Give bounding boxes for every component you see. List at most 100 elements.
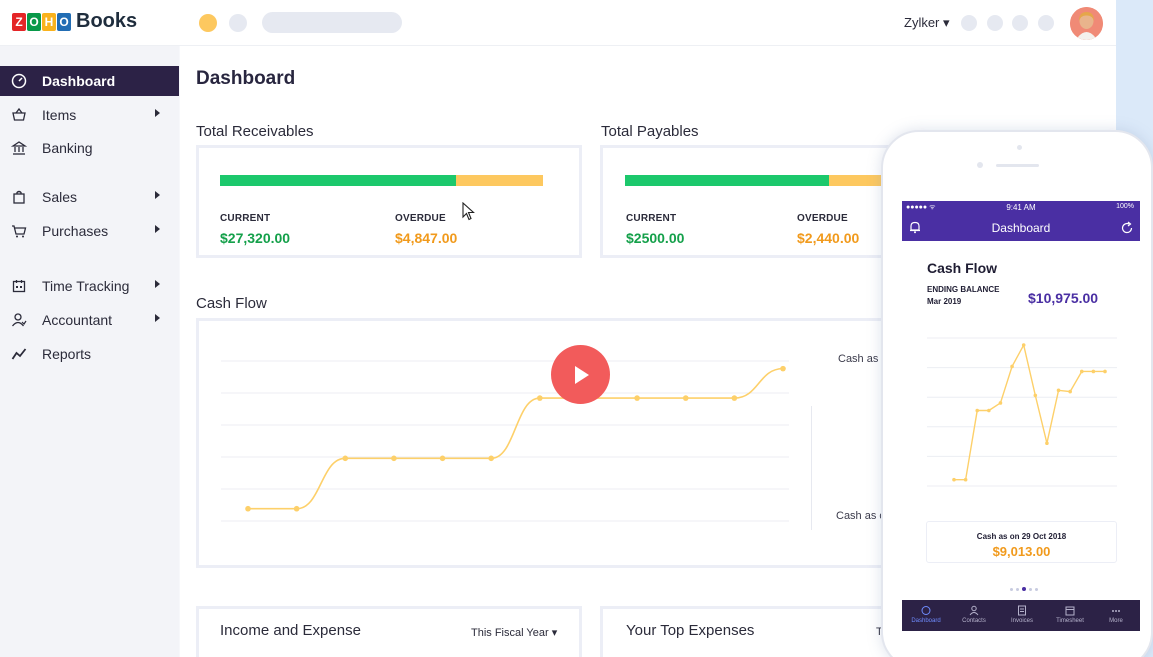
data-point[interactable]: [439, 455, 446, 462]
cash-as-on-amount: $9,013.00: [992, 544, 1051, 559]
income-expense-title: Income and Expense: [220, 622, 361, 639]
data-point[interactable]: [975, 408, 980, 413]
phone-screen: ●●●●● ᯤ 9:41 AM 100% Dashboard Cash Flow…: [902, 201, 1140, 631]
carousel-dot[interactable]: [1010, 588, 1013, 591]
play-video-button[interactable]: [551, 345, 610, 404]
organization-switcher[interactable]: Zylker ▾: [904, 15, 950, 30]
chevron-right-icon: [155, 225, 160, 233]
data-point[interactable]: [1010, 364, 1014, 369]
chevron-right-icon: [155, 191, 160, 199]
data-point[interactable]: [1045, 441, 1049, 446]
data-point[interactable]: [634, 395, 640, 401]
phone-header-title: Dashboard: [991, 221, 1051, 235]
sidebar-item-banking[interactable]: Banking: [0, 133, 179, 163]
sidebar-item-dashboard[interactable]: Dashboard: [0, 66, 179, 96]
payables-overdue-bar: [829, 175, 929, 186]
receivables-current-bar: [220, 175, 456, 186]
placeholder-dot-icon[interactable]: [961, 15, 977, 31]
data-point[interactable]: [963, 477, 968, 482]
data-point[interactable]: [488, 455, 494, 462]
search-bar[interactable]: [262, 12, 402, 33]
phone-tab-invoices[interactable]: Invoices: [998, 600, 1046, 631]
cart-icon: [11, 223, 27, 239]
phone-tab-dashboard[interactable]: Dashboard: [902, 600, 950, 631]
placeholder-dot-icon[interactable]: [1038, 15, 1054, 31]
bell-icon[interactable]: [908, 220, 922, 234]
payables-card[interactable]: CURRENT $2500.00 OVERDUE $2,440.00: [600, 145, 929, 258]
sidebar-item-label: Time Tracking: [42, 278, 130, 294]
phone-header: ●●●●● ᯤ 9:41 AM 100% Dashboard: [902, 201, 1140, 241]
shopping-bag-icon: [11, 189, 27, 205]
sidebar-item-purchases[interactable]: Purchases: [0, 216, 179, 246]
bank-icon: [11, 140, 27, 156]
notification-dot-icon[interactable]: [199, 14, 217, 32]
placeholder-dot-icon[interactable]: [229, 14, 247, 32]
data-point[interactable]: [342, 455, 349, 462]
cash-as-on-date: 29 Oct 2018: [1021, 532, 1067, 541]
carousel-dot[interactable]: [1035, 588, 1038, 591]
current-amount[interactable]: $2500.00: [626, 230, 685, 246]
data-point[interactable]: [987, 408, 991, 413]
overdue-amount[interactable]: $2,440.00: [797, 230, 860, 246]
receivables-card[interactable]: CURRENT $27,320.00 OVERDUE $4,847.00: [196, 145, 582, 258]
avatar[interactable]: [1070, 7, 1103, 40]
dashboard-icon: [921, 606, 931, 615]
chevron-right-icon: [155, 314, 160, 322]
sidebar-item-reports[interactable]: Reports: [0, 339, 179, 369]
cash-as-on-card[interactable]: Cash as on 29 Oct 2018 $9,013.00: [926, 521, 1117, 563]
data-point[interactable]: [1103, 369, 1107, 374]
data-point[interactable]: [245, 505, 251, 512]
period-dropdown[interactable]: T: [876, 626, 883, 638]
data-point[interactable]: [537, 395, 543, 401]
data-point[interactable]: [1091, 369, 1096, 374]
data-point[interactable]: [1079, 369, 1084, 374]
mouse-cursor-icon: [462, 202, 475, 221]
placeholder-dot-icon[interactable]: [1012, 15, 1028, 31]
period-dropdown[interactable]: This Fiscal Year ▾: [471, 627, 558, 639]
data-point[interactable]: [952, 477, 956, 482]
data-point[interactable]: [1068, 389, 1072, 394]
phone-tab-contacts[interactable]: Contacts: [950, 600, 998, 631]
phone-tab-timesheet[interactable]: Timesheet: [1046, 600, 1094, 631]
placeholder-dot-icon[interactable]: [987, 15, 1003, 31]
receivables-overdue-bar: [456, 175, 543, 186]
data-point[interactable]: [293, 505, 300, 512]
zoho-books-logo[interactable]: Z O H O Books: [12, 10, 137, 33]
refresh-icon[interactable]: [1120, 221, 1134, 235]
data-point[interactable]: [731, 395, 738, 401]
data-point[interactable]: [780, 365, 786, 372]
phone-tab-more[interactable]: More: [1092, 600, 1140, 631]
income-expense-card: Income and Expense This Fiscal Year ▾: [196, 606, 582, 657]
sidebar-item-sales[interactable]: Sales: [0, 182, 179, 212]
dashboard-icon: [11, 73, 27, 89]
carousel-dot-active[interactable]: [1022, 587, 1026, 591]
current-label: CURRENT: [626, 213, 677, 224]
phone-tab-label: Timesheet: [1056, 618, 1084, 624]
logo-letter: O: [27, 12, 41, 31]
phone-tab-label: More: [1109, 618, 1123, 624]
phone-tab-label: Dashboard: [911, 618, 941, 624]
sidebar-item-accountant[interactable]: Accountant: [0, 305, 179, 335]
sidebar-item-time-tracking[interactable]: Time Tracking: [0, 271, 179, 301]
data-point[interactable]: [1056, 388, 1061, 393]
current-amount[interactable]: $27,320.00: [220, 230, 291, 246]
ending-balance-label: ENDING BALANCE Mar 2019: [927, 284, 999, 308]
top-bar: Z O H O Books Zylker ▾: [0, 0, 1116, 46]
ending-balance-caption: ENDING BALANCE: [927, 285, 1000, 294]
phone-tab-label: Invoices: [1010, 618, 1033, 624]
carousel-dot[interactable]: [1016, 588, 1019, 591]
phone-tab-bar: Dashboard Contacts Invoices Timesheet Mo…: [902, 600, 1140, 631]
data-point[interactable]: [682, 395, 689, 401]
carousel-dot[interactable]: [1029, 588, 1032, 591]
data-point[interactable]: [1033, 393, 1038, 398]
cash-flow-title: Cash Flow: [196, 295, 267, 312]
data-point[interactable]: [998, 401, 1003, 405]
cash-flow-series-line: [954, 343, 1105, 481]
sidebar-item-label: Purchases: [42, 223, 109, 239]
phone-time: 9:41 AM: [1006, 203, 1036, 212]
sidebar-item-items[interactable]: Items: [0, 100, 179, 130]
data-point[interactable]: [1021, 343, 1026, 347]
calendar-icon: [1065, 606, 1075, 616]
overdue-amount[interactable]: $4,847.00: [395, 230, 458, 246]
data-point[interactable]: [391, 455, 397, 462]
